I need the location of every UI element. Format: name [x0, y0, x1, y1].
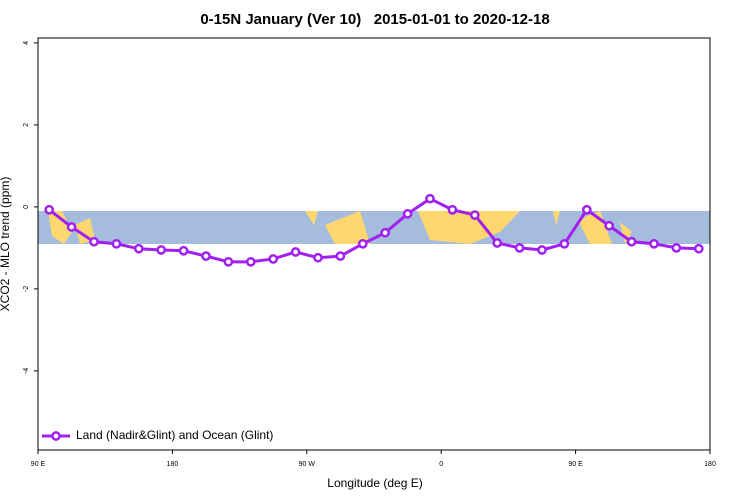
- y-tick-label: 4: [23, 41, 30, 45]
- legend-marker: [51, 431, 61, 441]
- x-tick-label: 0: [439, 461, 443, 468]
- legend-label: Land (Nadir&Glint) and Ocean (Glint): [76, 428, 273, 442]
- point: [201, 251, 211, 261]
- point: [44, 204, 55, 215]
- point: [671, 243, 682, 253]
- point: [492, 238, 503, 248]
- point: [357, 238, 368, 249]
- point: [245, 256, 256, 267]
- point: [693, 243, 704, 254]
- point: [111, 238, 122, 249]
- point: [514, 243, 525, 253]
- y-tick-label: 2: [23, 123, 30, 127]
- x-tick-label: 90 E: [568, 461, 583, 468]
- plot-frame: [37, 37, 711, 451]
- point: [335, 251, 346, 261]
- y-tick-label: -4: [23, 368, 30, 374]
- point: [402, 209, 413, 219]
- point: [380, 227, 391, 238]
- y-tick-label: -2: [23, 286, 30, 292]
- x-tick-label: 180: [704, 461, 716, 468]
- point: [447, 204, 458, 215]
- point: [581, 204, 592, 215]
- x-tick-label: 180: [167, 461, 179, 468]
- point: [604, 220, 615, 231]
- point: [223, 256, 234, 267]
- point: [66, 222, 77, 232]
- point: [89, 236, 99, 247]
- point: [290, 247, 301, 257]
- point: [537, 245, 547, 255]
- land-patches: [48, 211, 632, 244]
- x-tick-label: 90 E: [31, 461, 46, 468]
- point: [178, 245, 189, 256]
- point: [626, 236, 637, 247]
- x-tick-label: 90 W: [299, 461, 316, 468]
- point: [425, 193, 435, 204]
- point: [268, 254, 279, 264]
- point: [649, 238, 659, 249]
- point: [156, 245, 167, 255]
- x-axis-label: Longitude (deg E): [327, 476, 422, 490]
- point: [133, 243, 144, 254]
- point: [559, 238, 570, 249]
- y-axis-label: XCO2 - MLO trend (ppm): [0, 177, 12, 312]
- y-tick-label: 0: [23, 205, 30, 209]
- chart-title: 0-15N January (Ver 10) 2015-01-01 to 202…: [200, 11, 549, 28]
- point: [469, 210, 480, 220]
- point: [313, 252, 323, 263]
